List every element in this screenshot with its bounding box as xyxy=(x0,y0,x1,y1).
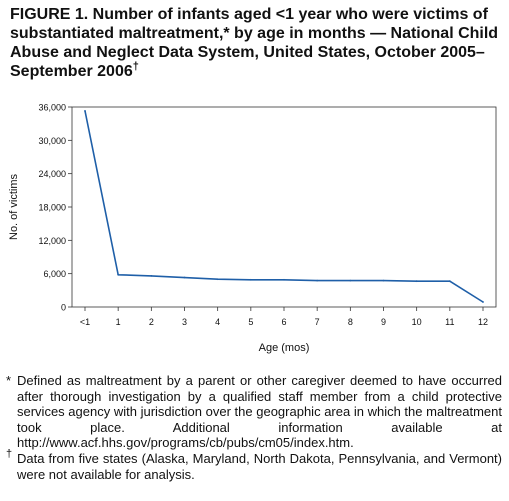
x-tick-label: <1 xyxy=(80,317,90,327)
data-point xyxy=(249,278,252,281)
footnote-mark: † xyxy=(6,447,13,460)
y-tick-label: 6,000 xyxy=(43,269,66,279)
data-point xyxy=(382,279,385,282)
data-point xyxy=(84,109,86,112)
x-tick-label: 12 xyxy=(478,317,488,327)
series-line xyxy=(84,110,484,303)
data-point xyxy=(283,278,285,281)
x-tick-label: 7 xyxy=(315,317,320,327)
x-axis-ticks: <1 1 2 3 4 5 6 7 8 9 10 11 12 xyxy=(80,307,488,327)
footnote-dagger: † Data from five states (Alaska, Marylan… xyxy=(6,448,502,482)
x-tick-label: 1 xyxy=(116,317,121,327)
y-tick-label: 12,000 xyxy=(38,236,66,246)
x-axis-label: Age (mos) xyxy=(259,342,310,354)
x-tick-label: 3 xyxy=(182,317,187,327)
y-axis-label: No. of victims xyxy=(8,173,20,240)
y-tick-label: 24,000 xyxy=(38,169,66,179)
title-dagger-mark: † xyxy=(132,60,139,73)
x-tick-label: 8 xyxy=(348,317,353,327)
figure-title-text: FIGURE 1. Number of infants aged <1 year… xyxy=(10,6,499,80)
data-point xyxy=(117,273,120,276)
data-point xyxy=(448,280,451,283)
figure-title: FIGURE 1. Number of infants aged <1 year… xyxy=(10,5,504,81)
footnote-asterisk: * Defined as maltreatment by a parent or… xyxy=(6,373,502,451)
y-tick-label: 30,000 xyxy=(38,136,66,146)
x-tick-label: 11 xyxy=(445,317,454,327)
x-tick-label: 6 xyxy=(281,317,286,327)
data-point xyxy=(316,279,319,282)
data-point xyxy=(216,278,219,281)
footnotes: * Defined as maltreatment by a parent or… xyxy=(6,373,502,482)
footnote-text: Defined as maltreatment by a parent or o… xyxy=(17,373,502,451)
data-point xyxy=(150,274,153,277)
series-group xyxy=(84,109,484,303)
chart-axes xyxy=(71,106,497,308)
y-axis-ticks: 0 6,000 12,000 18,000 24,000 30,000 36,000 xyxy=(38,103,72,313)
x-tick-label: 9 xyxy=(381,317,386,327)
y-tick-label: 18,000 xyxy=(38,203,66,213)
data-point xyxy=(415,280,418,283)
x-tick-label: 5 xyxy=(248,317,253,327)
x-tick-label: 2 xyxy=(149,317,154,327)
data-point xyxy=(183,276,186,279)
y-tick-label: 36,000 xyxy=(38,103,66,113)
data-point xyxy=(349,279,352,282)
plot-frame xyxy=(71,106,497,308)
footnote-mark: * xyxy=(6,373,12,388)
footnote-text: Data from five states (Alaska, Maryland,… xyxy=(17,450,502,482)
y-tick-label: 0 xyxy=(61,303,66,313)
line-chart: 0 6,000 12,000 18,000 24,000 30,000 36,000 <1 1… xyxy=(8,103,497,354)
x-tick-label: 4 xyxy=(215,317,220,327)
x-tick-label: 10 xyxy=(412,317,422,327)
data-point xyxy=(482,301,484,303)
